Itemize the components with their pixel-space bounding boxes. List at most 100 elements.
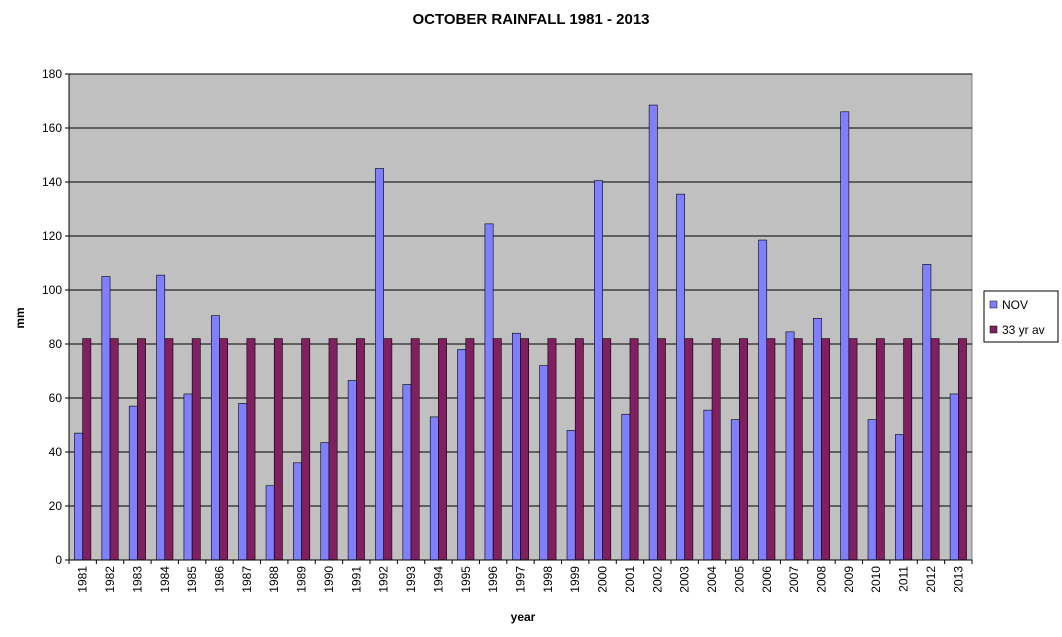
bar-nov xyxy=(402,384,412,561)
bar-average xyxy=(82,338,92,561)
bar-nov xyxy=(676,193,685,561)
bar-average xyxy=(164,338,174,561)
bar-average xyxy=(629,338,639,561)
bar-nov xyxy=(812,318,822,561)
x-tick-label: 1982 xyxy=(103,566,117,593)
bar-nov xyxy=(429,416,439,561)
y-tick-label: 80 xyxy=(49,337,63,351)
bar-average xyxy=(219,338,229,561)
bar-average xyxy=(328,338,338,561)
legend-swatch-average xyxy=(989,325,998,334)
bar-average xyxy=(191,338,201,561)
bar-nov xyxy=(128,405,138,561)
legend-label-nov: NOV xyxy=(1002,298,1028,312)
bar-average xyxy=(958,338,967,561)
bar-nov xyxy=(511,332,521,561)
x-tick-label: 1999 xyxy=(568,566,582,593)
bar-nov xyxy=(703,409,713,561)
bar-average xyxy=(766,338,776,561)
bar-average xyxy=(410,338,420,561)
bar-average xyxy=(711,338,721,561)
bar-nov xyxy=(210,315,220,561)
bar-average xyxy=(492,338,502,561)
x-tick-label: 1990 xyxy=(322,566,336,593)
x-tick-label: 1984 xyxy=(158,566,172,593)
bar-average xyxy=(465,338,475,561)
x-axis-label: year xyxy=(511,610,536,624)
x-tick-label: 2011 xyxy=(897,566,911,592)
y-tick-label: 100 xyxy=(42,283,62,297)
x-tick-label: 1988 xyxy=(267,566,281,593)
y-tick-label: 160 xyxy=(42,121,62,135)
x-tick-label: 1998 xyxy=(541,566,555,593)
x-tick-label: 2009 xyxy=(842,566,856,593)
y-tick-label: 120 xyxy=(42,229,62,243)
bar-nov xyxy=(621,413,631,561)
x-tick-label: 1983 xyxy=(130,566,144,593)
y-tick-label: 0 xyxy=(55,553,62,567)
x-tick-label: 2013 xyxy=(951,566,965,593)
y-tick-label: 180 xyxy=(42,67,62,81)
x-tick-label: 1996 xyxy=(486,566,500,593)
bar-nov xyxy=(922,264,932,561)
x-tick-label: 1986 xyxy=(213,566,227,593)
bar-nov xyxy=(594,180,603,561)
x-tick-label: 1995 xyxy=(459,566,473,593)
bar-nov xyxy=(867,419,877,561)
bar-average xyxy=(602,338,612,561)
x-tick-label: 1989 xyxy=(295,566,309,593)
bar-nov xyxy=(840,111,850,561)
y-tick-label: 60 xyxy=(49,391,63,405)
x-tick-label: 2010 xyxy=(869,566,883,593)
bar-nov xyxy=(758,239,768,561)
bar-average xyxy=(739,338,748,561)
bar-average xyxy=(793,338,803,561)
bar-average xyxy=(875,338,885,561)
bar-nov xyxy=(785,331,795,561)
bar-average xyxy=(246,338,256,561)
bar-nov xyxy=(293,462,302,561)
x-tick-label: 1981 xyxy=(76,566,90,593)
x-tick-label: 2000 xyxy=(596,566,610,593)
bar-nov xyxy=(320,442,330,561)
bar-average xyxy=(684,338,694,561)
bar-average xyxy=(574,338,584,561)
y-tick-label: 140 xyxy=(42,175,62,189)
bar-nov xyxy=(484,223,494,561)
x-tick-label: 1985 xyxy=(185,566,199,593)
x-ticks: 1981 1982 1983 1984 1985 1986 1987 1988 1989 1990… xyxy=(68,560,973,593)
legend-label-average: 33 yr av xyxy=(1002,323,1045,337)
x-tick-label: 2005 xyxy=(732,566,746,593)
x-tick-label: 2001 xyxy=(623,566,637,593)
bar-average xyxy=(356,338,365,561)
bar-average xyxy=(657,338,666,561)
bar-average xyxy=(273,338,283,561)
axes xyxy=(68,74,972,561)
bar-nov xyxy=(183,393,193,561)
bar-average xyxy=(438,338,447,561)
bar-average xyxy=(383,338,393,561)
x-tick-label: 2008 xyxy=(815,566,829,593)
x-tick-label: 2007 xyxy=(787,566,801,593)
bar-average xyxy=(821,338,831,561)
bar-average xyxy=(848,338,858,561)
x-tick-label: 2004 xyxy=(705,566,719,593)
x-tick-label: 1991 xyxy=(349,566,363,593)
bar-nov xyxy=(895,434,904,561)
bar-average xyxy=(137,338,146,561)
x-tick-label: 2002 xyxy=(650,566,664,593)
legend-box xyxy=(983,290,1059,343)
bar-nov xyxy=(74,432,83,561)
bar-average xyxy=(930,338,940,561)
bar-nov xyxy=(347,380,357,561)
x-tick-label: 1993 xyxy=(404,566,418,593)
bar-nov xyxy=(375,168,384,561)
bars xyxy=(74,104,967,561)
x-tick-label: 1994 xyxy=(431,566,445,593)
x-tick-label: 2003 xyxy=(678,566,692,593)
bar-average xyxy=(301,338,311,561)
y-ticks: 0 20 40 60 80 100 120 140 160 180 xyxy=(42,67,69,567)
bar-average xyxy=(109,338,119,561)
bar-nov xyxy=(265,485,275,561)
bar-nov xyxy=(566,430,576,561)
